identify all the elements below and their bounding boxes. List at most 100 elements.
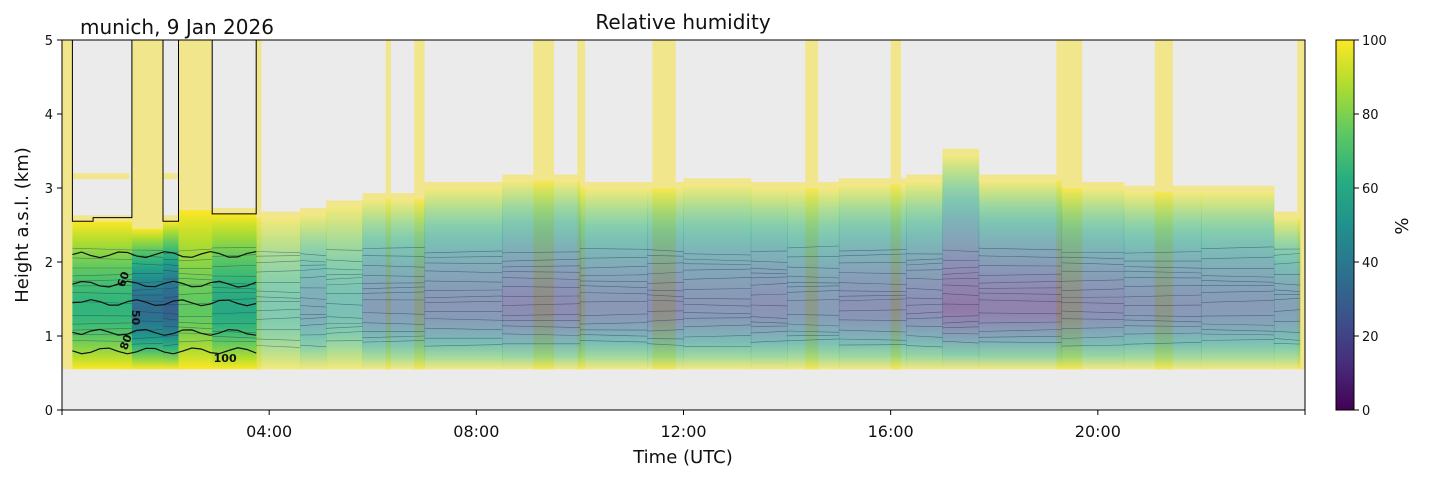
- humidity-column-rim-20: [978, 174, 1063, 181]
- x-axis-label: Time (UTC): [632, 447, 733, 468]
- humidity-column-13: [647, 188, 684, 370]
- data-outline-layer: [71, 40, 257, 222]
- humidity-columns-layer: [72, 148, 1301, 370]
- humidity-column-rim-12: [579, 182, 648, 188]
- humidity-column-rim-22: [1123, 185, 1202, 192]
- contour-line-1: [72, 330, 1300, 341]
- contour-label-1: 50: [129, 310, 142, 326]
- humidity-column-rim-7: [300, 207, 327, 214]
- colorbar-frame: [1335, 39, 1355, 411]
- humidity-column-2: [131, 228, 164, 370]
- humidity-column-15: [750, 188, 788, 370]
- contour-line-9: [72, 268, 1300, 279]
- x-tick-label-2: 12:00: [660, 422, 706, 441]
- missing-data-column-0: [62, 40, 73, 370]
- humidity-column-17: [838, 184, 907, 370]
- humidity-column-10: [424, 188, 503, 370]
- y-tick-label-4: 4: [45, 108, 53, 123]
- humidity-column-6: [256, 217, 301, 370]
- contour-line-2: [72, 323, 1300, 333]
- humidity-column-9: [362, 199, 426, 370]
- contour-line-bold-3: [72, 280, 257, 288]
- humidity-column-11: [502, 180, 581, 370]
- contour-line-6: [72, 290, 1300, 300]
- contour-line-0: [72, 338, 1300, 348]
- humidity-column-rim-5: [212, 207, 257, 214]
- colorbar-ticks: 0 20 40 60 80 100: [1354, 34, 1387, 419]
- missing-data-band-mid: [162, 173, 179, 180]
- humidity-column-rim-4: [178, 204, 213, 211]
- humidity-column-rim-15: [750, 182, 788, 188]
- y-tick-label-3: 3: [45, 182, 53, 197]
- y-axis-ticks: 0 1 2 3 4 5: [45, 34, 62, 419]
- humidity-column-rim-21: [1061, 182, 1125, 188]
- missing-data-column-13: [1297, 40, 1305, 370]
- colorbar-label: %: [1392, 217, 1413, 234]
- humidity-column-rim-10: [424, 182, 503, 188]
- humidity-column-rim-9: [362, 193, 426, 200]
- contour-line-8: [72, 276, 1300, 286]
- contour-line-11: [72, 253, 1300, 263]
- humidity-column-19: [942, 154, 980, 370]
- humidity-column-5: [212, 213, 257, 370]
- colorbar-tick-label-5: 100: [1362, 34, 1387, 49]
- humidity-column-rim-11: [502, 174, 581, 181]
- colorbar-tick-label-3: 60: [1362, 182, 1379, 197]
- humidity-column-rim-17: [838, 178, 907, 185]
- y-tick-label-1: 1: [45, 330, 53, 345]
- humidity-column-24: [1273, 217, 1301, 370]
- contour-line-bold-1: [72, 328, 257, 336]
- colorbar-tick-label-0: 0: [1362, 404, 1370, 419]
- x-axis-ticks: 04:00 08:00 12:00 16:00 20:00: [61, 410, 1306, 441]
- humidity-column-18: [906, 180, 943, 370]
- contour-line-10: [72, 260, 1300, 271]
- humidity-column-rim-1: [72, 215, 133, 222]
- x-tick-label-1: 08:00: [453, 422, 499, 441]
- contour-line-4: [72, 308, 1300, 319]
- chart-subtitle: munich, 9 Jan 2026: [80, 15, 274, 39]
- contour-line-3: [72, 317, 1300, 327]
- colorbar: [1336, 40, 1354, 410]
- humidity-column-rim-8: [326, 200, 363, 207]
- humidity-column-12: [579, 188, 648, 370]
- y-axis-label: Height a.s.l. (km): [12, 147, 33, 303]
- humidity-column-22: [1123, 191, 1202, 370]
- missing-data-column-3: [256, 40, 262, 370]
- humidity-column-16: [787, 188, 840, 370]
- x-tick-label-4: 20:00: [1075, 422, 1121, 441]
- contour-line-bold-2: [72, 299, 257, 307]
- y-tick-label-2: 2: [45, 256, 53, 271]
- y-tick-label-5: 5: [45, 34, 53, 49]
- colorbar-tick-label-1: 20: [1362, 330, 1379, 345]
- humidity-column-rim-14: [683, 178, 752, 185]
- colorbar-tick-label-2: 40: [1362, 256, 1379, 271]
- missing-data-band-early: [72, 173, 130, 180]
- contour-labels-layer: 60 50 80 100: [115, 270, 237, 365]
- humidity-column-rim-16: [787, 182, 840, 188]
- contour-line-bold-0: [72, 347, 257, 355]
- x-tick-label-0: 04:00: [246, 422, 292, 441]
- chart-title: Relative humidity: [595, 10, 770, 34]
- contour-label-0: 60: [115, 270, 133, 289]
- humidity-column-rim-6: [256, 211, 301, 218]
- humidity-column-rim-3: [162, 215, 180, 222]
- humidity-column-8: [326, 206, 363, 370]
- humidity-column-21: [1061, 188, 1125, 370]
- y-tick-label-0: 0: [45, 404, 53, 419]
- x-tick-label-3: 16:00: [868, 422, 914, 441]
- humidity-column-14: [683, 184, 752, 370]
- humidity-column-rim-18: [906, 174, 943, 181]
- humidity-column-7: [300, 213, 327, 370]
- early-data-outline: [71, 40, 257, 222]
- contour-label-3: 100: [214, 352, 237, 365]
- humidity-column-3: [162, 221, 180, 370]
- humidity-column-rim-13: [647, 182, 684, 188]
- colorbar-tick-label-4: 80: [1362, 108, 1379, 123]
- humidity-column-rim-23: [1201, 185, 1275, 192]
- humidity-column-rim-19: [942, 148, 980, 155]
- humidity-column-4: [178, 210, 213, 370]
- contour-lines-layer: [72, 245, 1300, 355]
- humidity-column-rim-2: [131, 222, 164, 229]
- contour-label-2: 80: [117, 332, 135, 351]
